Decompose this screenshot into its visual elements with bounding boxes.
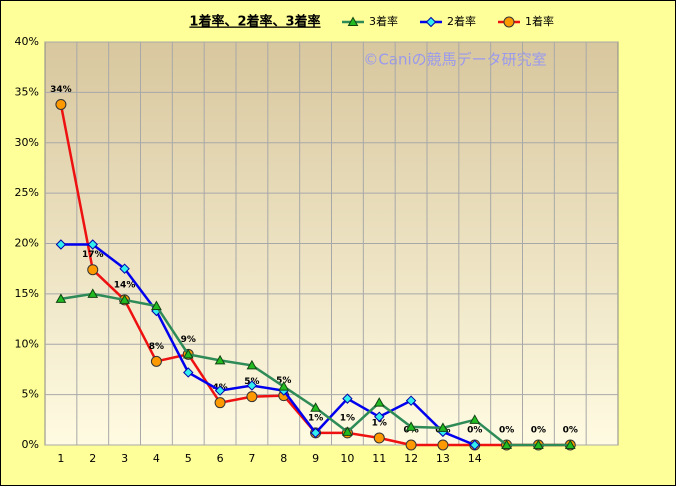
point	[310, 402, 321, 412]
x-tick-label: 10	[340, 452, 354, 465]
x-tick-label: 8	[280, 452, 287, 465]
point	[469, 439, 480, 451]
legend-label: 2着率	[447, 14, 476, 28]
point	[469, 414, 481, 424]
point	[150, 355, 162, 367]
legend-marker	[347, 16, 359, 26]
point	[55, 293, 67, 303]
point	[87, 288, 99, 298]
point	[55, 98, 67, 110]
x-tick-label: 7	[248, 452, 255, 465]
x-tick-label: 5	[185, 452, 192, 465]
point	[246, 391, 258, 403]
watermark: ©Caniの競馬データ研究室	[363, 51, 546, 69]
data-label: 1%	[308, 413, 323, 423]
point	[87, 239, 98, 250]
point	[214, 397, 226, 409]
point	[342, 426, 353, 436]
x-tick-label: 12	[404, 452, 418, 465]
y-tick-label: 15%	[15, 287, 39, 300]
legend-marker	[503, 16, 515, 28]
point	[151, 300, 162, 310]
x-tick-label: 11	[372, 452, 386, 465]
point	[310, 427, 321, 439]
data-label: 9%	[181, 335, 196, 345]
chart-title: 1着率、2着率、3着率	[189, 14, 320, 30]
y-tick-label: 25%	[15, 186, 39, 199]
data-label: 1%	[372, 418, 387, 428]
point	[533, 439, 544, 449]
series-line	[60, 243, 476, 447]
point	[119, 263, 130, 274]
x-tick-label: 3	[121, 452, 128, 465]
x-tick-label: 9	[312, 452, 319, 465]
point	[214, 385, 226, 396]
data-label: 14%	[114, 280, 136, 290]
point	[246, 380, 258, 391]
data-label: 0%	[499, 426, 514, 436]
data-label: 17%	[82, 250, 104, 260]
data-label: 0%	[467, 426, 482, 436]
x-tick-label: 6	[217, 452, 224, 465]
y-tick-label: 10%	[15, 337, 39, 350]
y-tick-label: 40%	[15, 35, 39, 48]
data-label: 0%	[531, 426, 546, 436]
point	[405, 395, 417, 406]
x-tick-label: 1	[57, 452, 64, 465]
point	[55, 239, 67, 250]
data-label: 0%	[563, 426, 578, 436]
point	[278, 381, 290, 391]
point	[246, 359, 258, 370]
point	[182, 348, 194, 359]
y-tick-label: 20%	[15, 237, 39, 250]
y-tick-label: 30%	[15, 136, 39, 149]
legend-label: 3着率	[369, 14, 398, 28]
point	[437, 422, 449, 432]
data-label: 8%	[149, 342, 164, 352]
y-tick-label: 5%	[22, 388, 39, 401]
data-label: 34%	[50, 85, 72, 95]
x-tick-label: 2	[89, 452, 96, 465]
x-tick-label: 13	[436, 452, 450, 465]
point	[564, 439, 576, 449]
point	[405, 439, 417, 451]
x-tick-label: 4	[153, 452, 160, 465]
point	[374, 411, 385, 422]
point	[405, 421, 417, 431]
point	[373, 432, 385, 444]
point	[119, 294, 130, 304]
data-label: 1%	[340, 413, 355, 423]
legend-label: 1着率	[525, 14, 554, 28]
point	[373, 397, 385, 407]
y-tick-label: 0%	[22, 438, 39, 451]
point	[501, 439, 512, 449]
x-tick-label: 14	[468, 452, 482, 465]
point	[342, 393, 353, 404]
y-tick-label: 35%	[15, 85, 39, 98]
point	[87, 264, 99, 276]
legend-marker	[425, 16, 437, 28]
point	[214, 354, 226, 365]
point	[437, 439, 449, 451]
point	[183, 367, 194, 378]
